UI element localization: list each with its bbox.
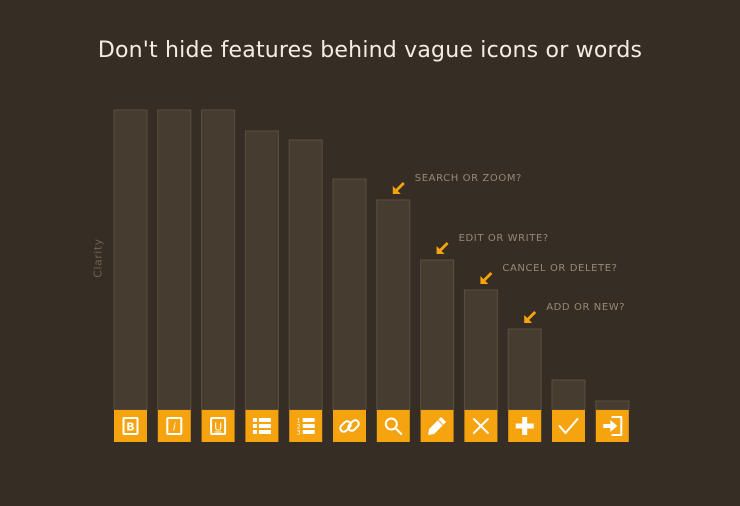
- numbered-list-icon: 123: [297, 418, 315, 437]
- bar-bullet-list: [244, 130, 279, 411]
- annotation-label: EDIT OR WRITE?: [459, 233, 549, 244]
- tile-checkmark: [552, 410, 585, 442]
- tile-search: [376, 410, 410, 442]
- svg-text:3: 3: [297, 430, 301, 437]
- arrow-icon: [436, 242, 449, 254]
- bar-login: [595, 400, 630, 411]
- annotation-arrow: [392, 182, 405, 194]
- bullet-list-icon: [252, 418, 271, 434]
- annotation-arrow: [524, 311, 537, 323]
- bar-numbered-list: [288, 139, 323, 411]
- bold-icon: B: [122, 417, 139, 435]
- underline-icon: U: [210, 417, 227, 435]
- svg-text:2: 2: [297, 424, 301, 431]
- x-icon: [472, 418, 489, 434]
- arrow-icon: [392, 182, 405, 194]
- arrow-icon: [524, 311, 537, 323]
- annotation-arrow: [436, 242, 449, 254]
- login-icon: [603, 416, 623, 436]
- bar-x: [463, 289, 498, 411]
- link-icon: [339, 419, 360, 433]
- bar-pencil: [420, 259, 455, 411]
- svg-text:U: U: [214, 421, 222, 434]
- bar-link: [332, 178, 367, 411]
- search-icon: [384, 417, 403, 435]
- annotation-label: CANCEL OR DELETE?: [502, 263, 617, 274]
- annotation-label: ADD OR NEW?: [546, 302, 625, 313]
- annotation-label: SEARCH OR ZOOM?: [415, 173, 522, 184]
- bar-checkmark: [551, 379, 586, 411]
- checkmark-icon: [558, 418, 579, 434]
- arrow-icon: [480, 272, 493, 284]
- tile-underline: [201, 410, 235, 442]
- bar-underline: [201, 109, 236, 411]
- bar-plus: [507, 328, 542, 411]
- italic-icon: i: [166, 417, 183, 435]
- svg-text:1: 1: [297, 418, 301, 425]
- plus-icon: [515, 417, 534, 435]
- bar-bold: [113, 109, 148, 411]
- annotation-arrow: [480, 272, 493, 284]
- bar-search: [376, 199, 411, 411]
- svg-text:i: i: [173, 421, 176, 434]
- tile-bold: [114, 410, 147, 442]
- bar-italic: [157, 109, 192, 411]
- pencil-icon: [428, 417, 447, 435]
- tile-italic: [157, 410, 191, 442]
- chart-title: Don't hide features behind vague icons o…: [97, 38, 643, 63]
- svg-text:B: B: [126, 421, 134, 434]
